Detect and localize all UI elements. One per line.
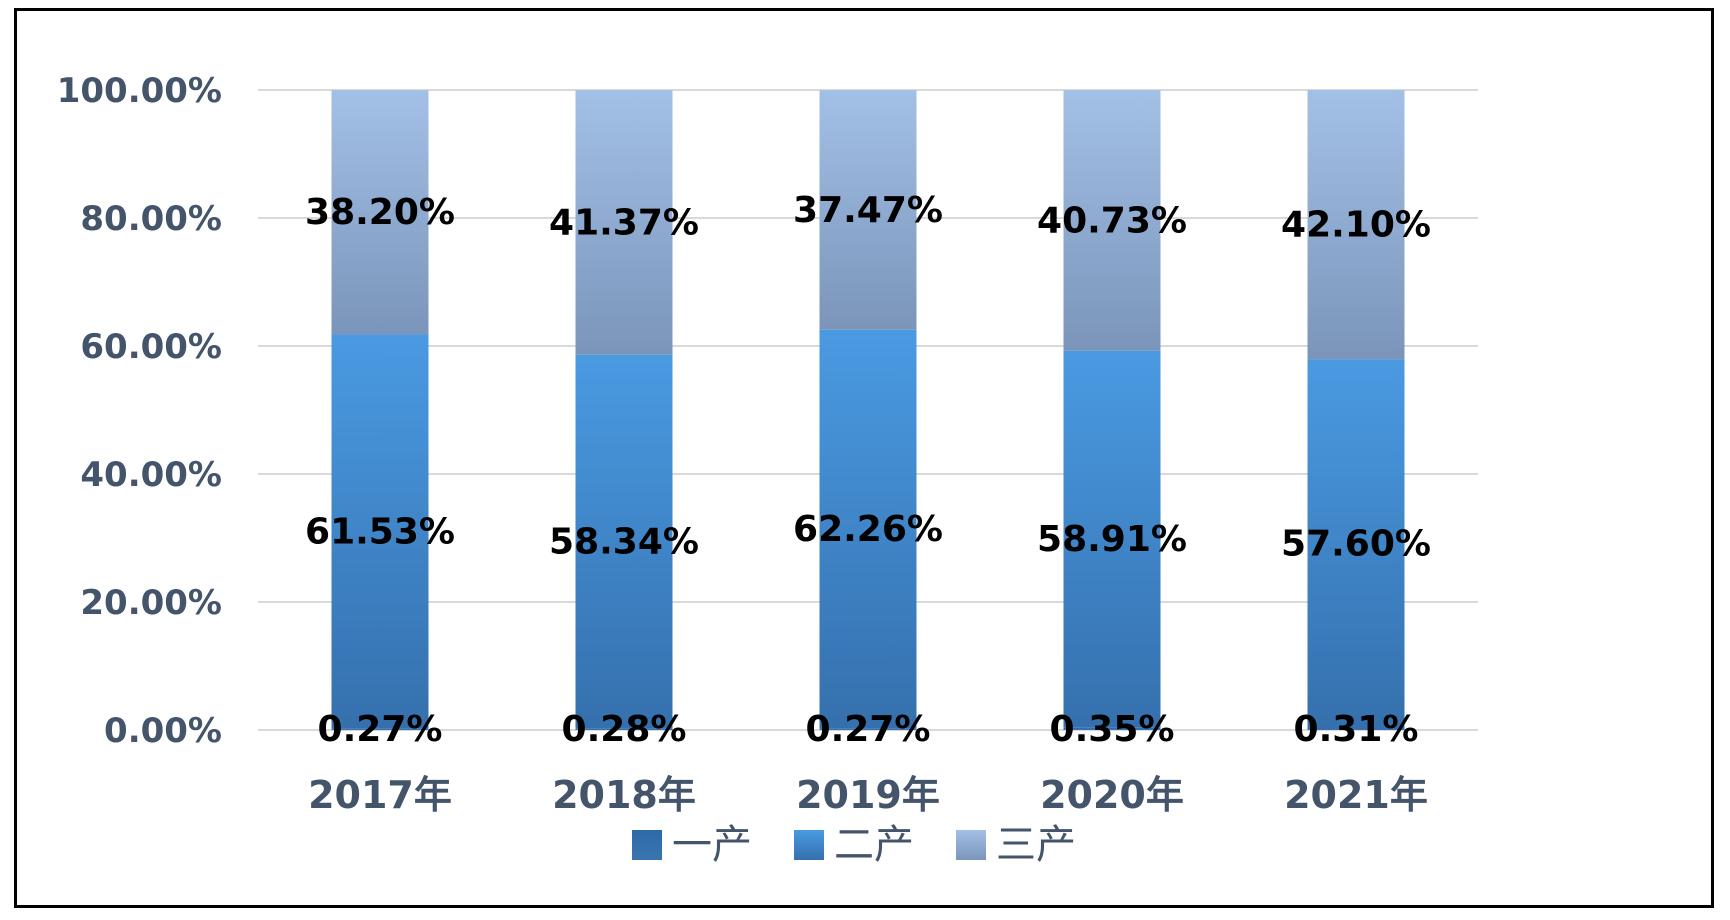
y-tick-label: 40.00% bbox=[80, 455, 222, 495]
legend-swatch bbox=[794, 830, 824, 860]
y-tick-label: 100.00% bbox=[57, 71, 222, 111]
x-tick-label: 2021年 bbox=[1284, 773, 1428, 817]
data-label: 0.27% bbox=[318, 709, 443, 750]
legend-label: 三产 bbox=[996, 822, 1076, 868]
bar-segment-三产 bbox=[819, 90, 917, 330]
bar-segment-一产 bbox=[331, 728, 429, 730]
bar-segment-一产 bbox=[1307, 728, 1405, 730]
data-labels: 0.27% 61.53% 38.20% 0.28% 58.34% 41.37% 0.27% 6… bbox=[305, 190, 1431, 750]
bar-segment-二产 bbox=[1063, 350, 1161, 728]
data-label: 57.60% bbox=[1281, 524, 1431, 565]
y-tick-label: 0.00% bbox=[104, 711, 222, 751]
data-label: 0.28% bbox=[562, 709, 687, 750]
x-axis-ticks: 2017年 2018年 2019年 2020年 2021年 bbox=[308, 773, 1428, 817]
bar-segment-一产 bbox=[575, 728, 673, 730]
bar-segment-三产 bbox=[1307, 89, 1405, 360]
y-tick-label: 20.00% bbox=[80, 583, 222, 623]
legend-swatch bbox=[632, 830, 662, 860]
data-label: 58.91% bbox=[1037, 519, 1187, 560]
data-label: 37.47% bbox=[793, 190, 943, 231]
bar-segment-二产 bbox=[819, 329, 917, 729]
bar-segment-三产 bbox=[575, 90, 673, 355]
x-tick-label: 2017年 bbox=[308, 773, 452, 817]
legend-label: 一产 bbox=[672, 822, 752, 868]
data-label: 58.34% bbox=[549, 522, 699, 563]
x-tick-label: 2020年 bbox=[1040, 773, 1184, 817]
data-label: 40.73% bbox=[1037, 200, 1187, 241]
y-axis-ticks: 0.00% 20.00% 40.00% 60.00% 80.00% 100.00% bbox=[57, 71, 222, 751]
data-label: 0.35% bbox=[1050, 709, 1175, 750]
data-label: 0.31% bbox=[1294, 709, 1419, 750]
y-tick-label: 60.00% bbox=[80, 327, 222, 367]
bar-segment-二产 bbox=[1307, 359, 1405, 729]
bar-segment-二产 bbox=[331, 334, 429, 729]
x-tick-label: 2018年 bbox=[552, 773, 696, 817]
legend-label: 二产 bbox=[834, 822, 914, 868]
y-tick-label: 80.00% bbox=[80, 199, 222, 239]
bars bbox=[331, 89, 1405, 730]
x-tick-label: 2019年 bbox=[796, 773, 940, 817]
bar-segment-一产 bbox=[819, 728, 917, 730]
bar-segment-二产 bbox=[575, 354, 673, 729]
data-label: 41.37% bbox=[549, 202, 699, 243]
data-label: 42.10% bbox=[1281, 205, 1431, 246]
bar-segment-三产 bbox=[331, 90, 429, 335]
legend-swatch bbox=[956, 830, 986, 860]
legend: 一产 二产 三产 bbox=[632, 822, 1076, 868]
bar-segment-一产 bbox=[1063, 727, 1161, 730]
data-label: 0.27% bbox=[806, 709, 931, 750]
data-label: 61.53% bbox=[305, 511, 455, 552]
bar-segment-三产 bbox=[1063, 90, 1161, 351]
data-label: 38.20% bbox=[305, 192, 455, 233]
data-label: 62.26% bbox=[793, 509, 943, 550]
